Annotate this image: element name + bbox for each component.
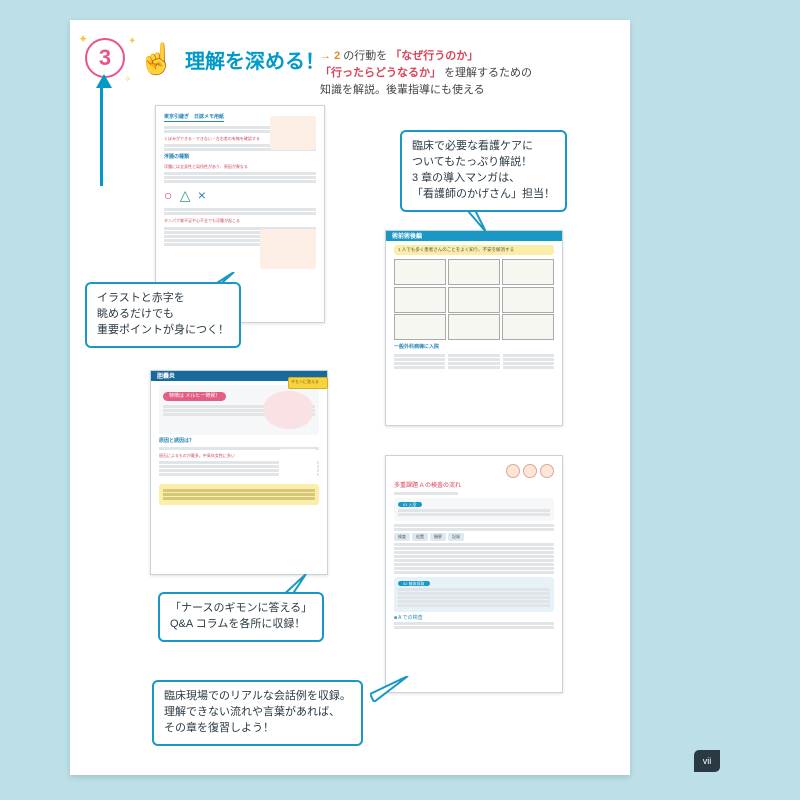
step-title: 理解を深める！ <box>185 45 325 74</box>
manga-panels <box>394 259 554 340</box>
page-number: vii <box>694 750 720 772</box>
callout-clinical-care: 臨床で必要な看護ケアに ついてもたっぷり解説！ 3 章の導入マンガは、 「看護師… <box>400 130 567 212</box>
step-subtitle: → 2 の行動を 「なぜ行うのか」 「行ったらどうなるか」 を理解するための 知… <box>320 48 532 99</box>
sparkle-icon: ✧ <box>124 74 132 85</box>
illustration-icon <box>260 229 316 269</box>
sample-page-3: ギモンに答える 胆嚢炎 特徴は メルヒー徴候！ 原因と誘因は？ 胆石によるものが… <box>150 370 328 575</box>
callout-qa-column: 「ナースのギモンに答える」 Q&A コラムを各所に収録！ <box>158 592 324 642</box>
sample-page-4: 多重課題 A の検査の流れ 01 入室 検査 処置 観察 記録 02 検体採取 … <box>385 455 563 693</box>
step-3-badge: 3 <box>85 38 125 78</box>
callout-tail <box>370 676 410 702</box>
sample-page-2: 術前術後編 1 人でも多く患者さんのことをよく知り、不安を解消する 一般外科病棟… <box>385 230 563 426</box>
yellow-tab: ギモンに答える <box>288 377 328 389</box>
illustration-icon <box>270 116 316 150</box>
circle-icon: ○ <box>164 186 172 205</box>
step-number: 3 <box>99 45 111 71</box>
pointing-hand-icon: ☝️ <box>138 42 175 77</box>
cross-icon: × <box>198 186 206 205</box>
organ-illustration <box>263 391 313 429</box>
callout-conversation: 臨床現場でのリアルな会話例を収録。 理解できない流れや言葉があれば、 その章を復… <box>152 680 363 746</box>
flow-arrow-up <box>100 86 103 186</box>
callout-illustrations: イラストと赤字を 眺めるだけでも 重要ポイントが身につく！ <box>85 282 241 348</box>
illustration-icon <box>279 449 317 479</box>
sparkle-icon: ✦ <box>78 32 88 46</box>
triangle-icon: △ <box>180 186 191 205</box>
sparkle-icon: ✦ <box>128 36 136 47</box>
